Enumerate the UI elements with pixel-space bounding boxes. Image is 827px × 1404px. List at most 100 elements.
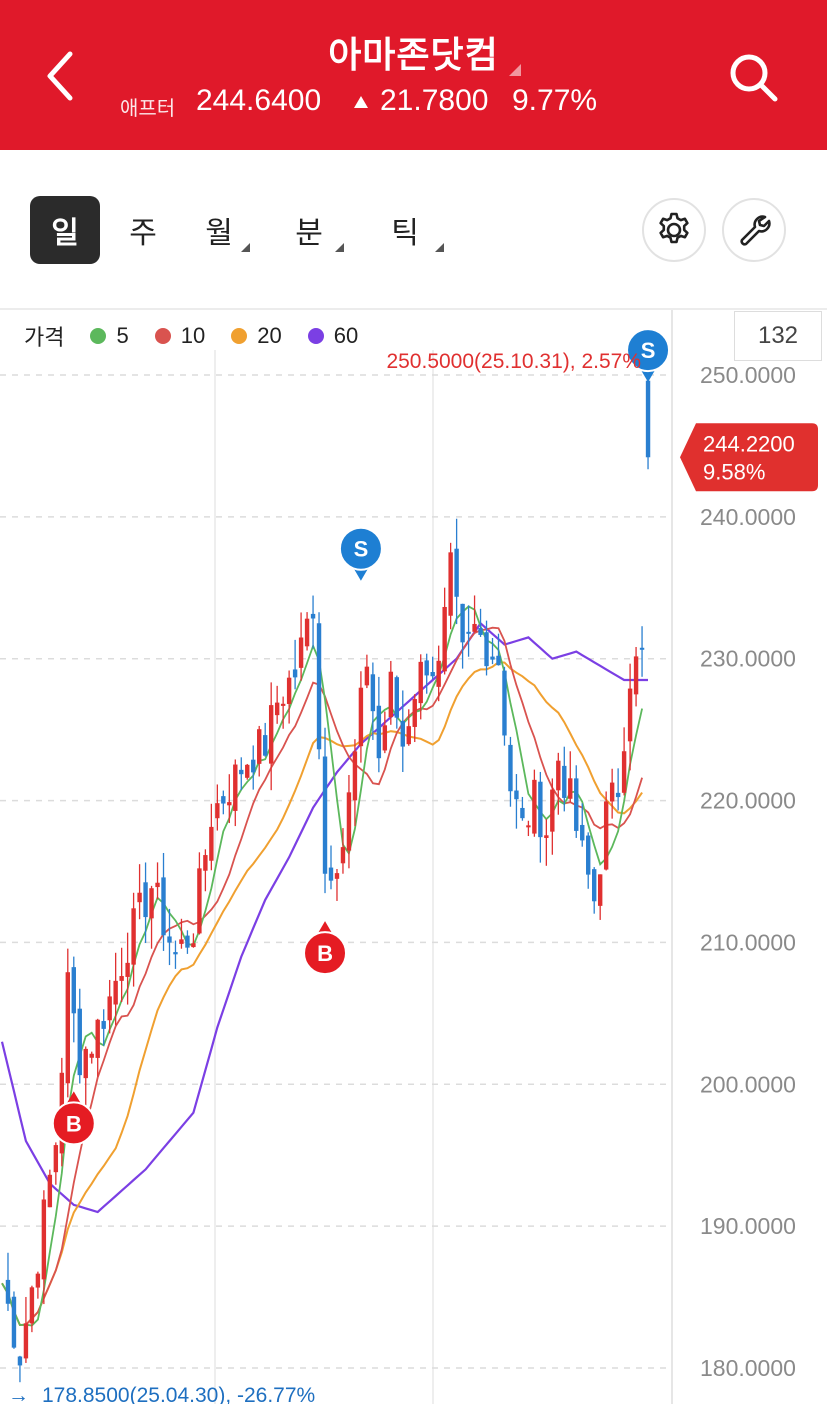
marker-pointer [66,1091,81,1104]
candle-body [274,702,280,716]
candle-body [430,672,435,677]
candle-body [592,869,597,902]
page-title[interactable]: 아마존닷컴 [328,26,521,78]
candle-count-box[interactable]: 132 [734,311,822,361]
y-tick-label: 220.0000 [700,788,796,814]
y-tick-label: 200.0000 [700,1071,796,1097]
y-tick-label: 190.0000 [700,1213,796,1239]
buy-signal-marker: B [51,1091,96,1146]
candle-body [310,613,316,619]
candle-body [358,687,364,747]
chevron-left-icon [47,51,73,101]
arrow-right-icon: → [8,1384,29,1404]
marker-circle [51,1101,96,1146]
tab-minute[interactable]: 분 [276,196,344,264]
candle-body [466,631,471,634]
candle-body [155,882,160,888]
candle-body [167,936,172,943]
legend-ma60[interactable]: 60 [307,323,358,349]
price-change: 21.7800 [380,84,489,117]
submenu-triangle-icon [335,243,344,252]
candle-body [292,669,298,678]
candle-body [131,908,136,965]
candle-body [113,980,118,1005]
up-arrow-icon [354,96,368,108]
marker-pointer [318,921,333,934]
candle-body [352,751,358,801]
candle-body [161,877,166,936]
candle-body [424,660,429,676]
ma20-line [1,661,643,1327]
signal-markers: B B S S [51,328,671,1146]
candle-body [376,705,382,759]
search-button[interactable] [719,42,787,112]
candle-body [203,855,208,871]
candle-body [191,943,196,948]
quote-row: 애프터 244.6400 21.7800 9.77% [0,84,827,124]
candle-body [490,656,495,660]
chart-tools-button[interactable] [722,198,786,262]
legend-ma10[interactable]: 10 [154,323,205,349]
marker-label: S [641,338,656,363]
legend-ma20[interactable]: 20 [231,323,282,349]
tab-tick[interactable]: 틱 [372,196,444,264]
candle-body [460,603,465,643]
marker-circle [303,931,348,976]
back-button[interactable] [28,40,92,112]
candlestick-chart[interactable]: B B S S 250.5000(25.10.31), 2.57% → 178.8500(… [0,310,827,1404]
buy-signal-marker: B [303,921,348,976]
candle-body [562,765,567,798]
candle-body [77,1008,82,1076]
price-tag-shape [680,423,818,492]
candle-body [394,677,399,718]
candle-body [603,801,609,870]
candle-body [35,1273,41,1288]
candle-body [364,666,370,686]
high-price-annotation: 250.5000(25.10.31), 2.57% [386,350,641,373]
candle-body [472,623,477,632]
candle-body [263,735,268,756]
tab-day[interactable]: 일 [30,196,100,264]
candle-body [89,1053,94,1058]
marker-circle [626,328,671,373]
legend-dot [231,328,248,344]
current-price-value: 244.2200 [703,431,795,456]
candle-body [346,792,352,851]
candle-body [448,552,453,616]
ma60-line [0,621,648,1214]
chart-annotations: 250.5000(25.10.31), 2.57% → 178.8500(25.04… [8,350,641,1404]
legend-ma5[interactable]: 5 [90,323,129,349]
tab-month[interactable]: 월 [186,196,252,264]
candle-body [316,623,322,750]
candle-body [556,760,561,791]
marker-pointer [641,370,656,383]
candle-body [532,779,537,834]
candle-body [95,1019,100,1058]
candle-body [328,867,334,881]
candle-body [370,674,376,712]
candle-body [41,1199,47,1280]
candle-body [496,655,501,666]
app-header: 아마존닷컴 애프터 244.6400 21.7800 9.77% [0,0,827,150]
low-price-label: 178.8500(25.04.30), -26.77% [42,1384,315,1404]
chart-settings-button[interactable] [642,198,706,262]
candle-body [209,826,214,861]
current-price-percent: 9.58% [703,459,765,484]
candle-body [538,781,543,838]
candle-body [544,835,549,838]
candle-body [179,939,184,944]
candle-body [149,888,154,919]
candle-body [442,606,447,672]
candle-body [400,720,405,747]
y-tick-label: 240.0000 [700,504,796,530]
candle-body [268,705,274,764]
tab-week[interactable]: 주 [129,217,157,250]
candle-body [47,1174,53,1208]
candle-body [478,628,483,635]
candle-body [412,699,417,727]
candle-body [418,661,423,704]
candle-body [586,835,591,875]
candle-body [23,1323,29,1359]
y-tick-label: 230.0000 [700,646,796,672]
sell-signal-marker: S [626,328,671,383]
